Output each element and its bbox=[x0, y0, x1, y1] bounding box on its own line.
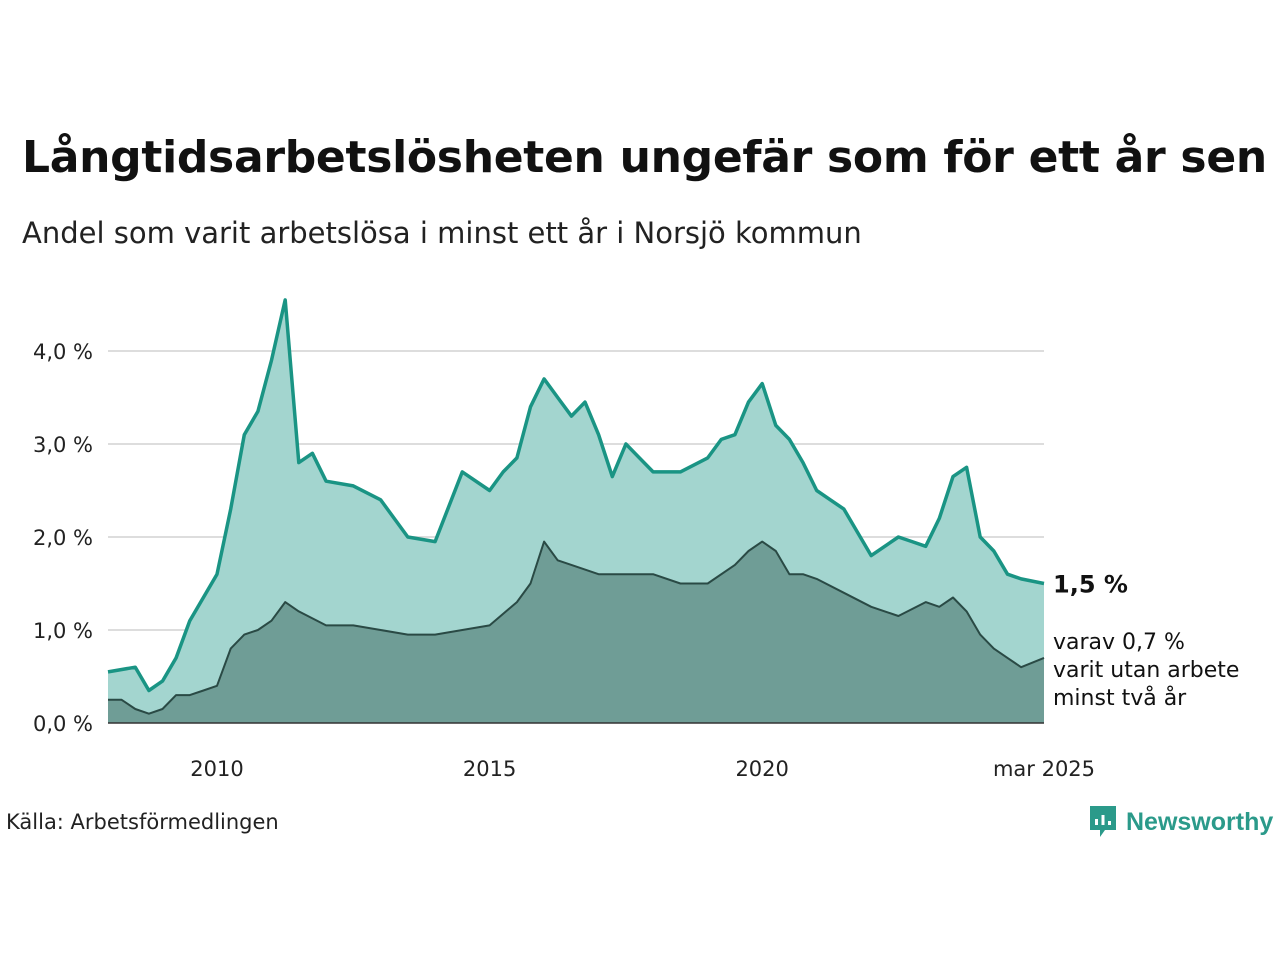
x-tick-label: mar 2025 bbox=[993, 757, 1095, 781]
y-tick-label: 4,0 % bbox=[33, 340, 93, 364]
y-tick-label: 0,0 % bbox=[33, 712, 93, 736]
series-2-end-label: varav 0,7 % bbox=[1053, 630, 1185, 655]
x-tick-label: 2020 bbox=[735, 757, 788, 781]
x-tick-label: 2010 bbox=[190, 757, 243, 781]
series-1-end-label: 1,5 % bbox=[1053, 571, 1128, 599]
area-chart: 0,0 % 1,0 % 2,0 % 3,0 % 4,0 % 2010 2015 2020 mar… bbox=[33, 298, 1239, 781]
areas bbox=[107, 298, 1045, 723]
series-2-end-label: varit utan arbete bbox=[1053, 658, 1239, 683]
newsworthy-logo-text: Newsworthy bbox=[1126, 807, 1274, 836]
x-tick-label: 2015 bbox=[463, 757, 516, 781]
source-note: Källa: Arbetsförmedlingen bbox=[6, 810, 279, 834]
newsworthy-logo-icon bbox=[1090, 806, 1116, 837]
series-2-line bbox=[108, 540, 1045, 715]
chart-title: Långtidsarbetslösheten ungefär som för e… bbox=[22, 132, 1267, 183]
axes: 0,0 % 1,0 % 2,0 % 3,0 % 4,0 % 2010 2015 2020 mar… bbox=[33, 340, 1095, 781]
series-1-line bbox=[107, 298, 1045, 693]
y-tick-label: 2,0 % bbox=[33, 526, 93, 550]
newsworthy-logo[interactable]: Newsworthy bbox=[1088, 804, 1273, 840]
series-2-area bbox=[108, 541, 1044, 723]
y-tick-label: 1,0 % bbox=[33, 619, 93, 643]
y-tick-label: 3,0 % bbox=[33, 433, 93, 457]
series-2-end-label: minst två år bbox=[1053, 685, 1187, 711]
chart-subtitle: Andel som varit arbetslösa i minst ett å… bbox=[22, 216, 862, 250]
